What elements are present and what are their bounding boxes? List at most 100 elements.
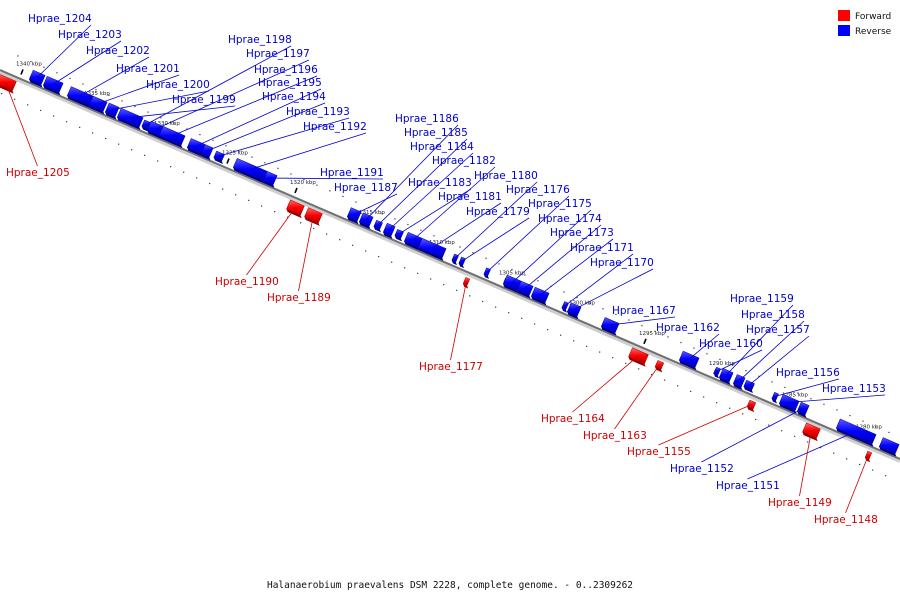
- leader-line: [658, 404, 752, 446]
- axis-dot: [833, 452, 835, 454]
- leader-line: [461, 217, 530, 262]
- axis-dot: [82, 83, 84, 85]
- axis-dot: [521, 317, 523, 319]
- axis-dot: [560, 334, 562, 336]
- axis-dot: [313, 227, 315, 230]
- axis-dot: [352, 244, 354, 246]
- gene-shade: [105, 112, 117, 120]
- leader-line: [196, 88, 322, 147]
- axis-dot: [732, 364, 734, 366]
- gene-shade: [713, 373, 719, 379]
- gene-label: Hprae_1196: [254, 64, 318, 76]
- leader-line: [775, 378, 840, 397]
- axis-dot: [30, 60, 32, 63]
- gene-label: Hprae_1173: [550, 227, 614, 239]
- axis-dot: [859, 463, 861, 466]
- leader-line: [539, 238, 614, 296]
- leader-line: [365, 124, 459, 220]
- gene-label: Hprae_1204: [28, 13, 92, 25]
- gene-shade: [373, 226, 381, 233]
- gene-shade: [451, 260, 457, 266]
- axis-dot: [303, 178, 305, 181]
- gene-shade: [201, 153, 211, 161]
- leader-line: [5, 82, 38, 167]
- leader-line: [79, 56, 150, 97]
- axis-dot: [430, 278, 432, 280]
- gene-label: Hprae_1201: [116, 63, 180, 75]
- axis-dot: [316, 184, 318, 186]
- gene-shade: [187, 147, 203, 157]
- axis-tick-label: 1285 kbp: [782, 393, 808, 399]
- legend-swatch-forward: [838, 10, 850, 21]
- axis-dot: [199, 134, 201, 136]
- axis-dot: [443, 284, 445, 286]
- leader-line: [354, 193, 398, 215]
- axis-dot: [534, 323, 536, 325]
- axis-dot: [768, 424, 770, 426]
- gene-shade: [29, 79, 43, 88]
- leader-line: [388, 152, 474, 230]
- gene-hprae-1170: [566, 302, 582, 317]
- gene-shade: [359, 221, 371, 230]
- leader-line: [614, 364, 660, 430]
- axis-dot: [420, 229, 422, 231]
- axis-dot: [274, 210, 276, 213]
- gene-shade: [531, 296, 547, 306]
- gene-shade: [517, 290, 531, 299]
- gene-hprae-1196: [158, 126, 186, 146]
- gene-shade: [743, 386, 753, 394]
- gene-shade: [233, 167, 265, 184]
- gene-labels: Hprae_1205 Hprae_1204 Hprae_1203 Hprae_1202…: [6, 13, 886, 526]
- axis-dot: [703, 396, 705, 398]
- axis-tick-label: 1300 kbp: [569, 301, 595, 307]
- axis-dot: [287, 216, 289, 218]
- axis-dot: [602, 308, 604, 310]
- axis-dot: [612, 357, 614, 359]
- axis-tick-mark: [20, 69, 24, 75]
- axis-dot: [261, 205, 263, 207]
- leader-line: [573, 268, 654, 310]
- axis-tick-mark: [294, 187, 298, 194]
- axis-dot: [108, 94, 110, 96]
- leader-line: [412, 166, 496, 241]
- axis-dot: [651, 373, 653, 376]
- gene-shade: [797, 411, 807, 418]
- axis-dot: [888, 431, 890, 434]
- gene-label: Hprae_1177: [419, 361, 483, 373]
- axis-dot: [680, 341, 682, 344]
- leader-line: [747, 430, 857, 480]
- gene-shade: [879, 446, 897, 457]
- axis-dot: [742, 413, 744, 415]
- leader-line: [725, 304, 794, 376]
- axis-dot: [472, 252, 474, 254]
- leader-line: [130, 105, 236, 118]
- axis-dot: [745, 370, 747, 372]
- axis-dot: [66, 121, 68, 123]
- gene-label: Hprae_1174: [538, 213, 602, 225]
- axis-dot: [251, 156, 253, 158]
- axis-dot: [14, 98, 16, 100]
- gene-shade: [628, 356, 646, 367]
- axis-dot: [693, 347, 695, 349]
- gene-label: Hprae_1162: [656, 322, 720, 334]
- axis-dot: [170, 166, 172, 168]
- axis-tick-label: 1340 kbp: [16, 62, 42, 68]
- gene-shade: [67, 95, 91, 109]
- axis-dot: [781, 430, 783, 432]
- leader-line: [511, 209, 592, 283]
- axis-dot: [225, 145, 227, 147]
- gene-label: Hprae_1164: [541, 413, 605, 425]
- axis-dot: [381, 212, 383, 214]
- axis-dot: [482, 300, 484, 303]
- axis-dot: [641, 325, 643, 327]
- gene-shade: [213, 157, 223, 164]
- axis-dot: [576, 296, 578, 299]
- axis-dot: [144, 154, 146, 157]
- axis-dot: [40, 109, 42, 112]
- axis-dot: [771, 381, 773, 383]
- axis-dot: [391, 261, 393, 263]
- gene-label: Hprae_1170: [590, 257, 654, 269]
- gene-shade: [147, 130, 163, 140]
- gene-label: Hprae_1158: [741, 309, 805, 321]
